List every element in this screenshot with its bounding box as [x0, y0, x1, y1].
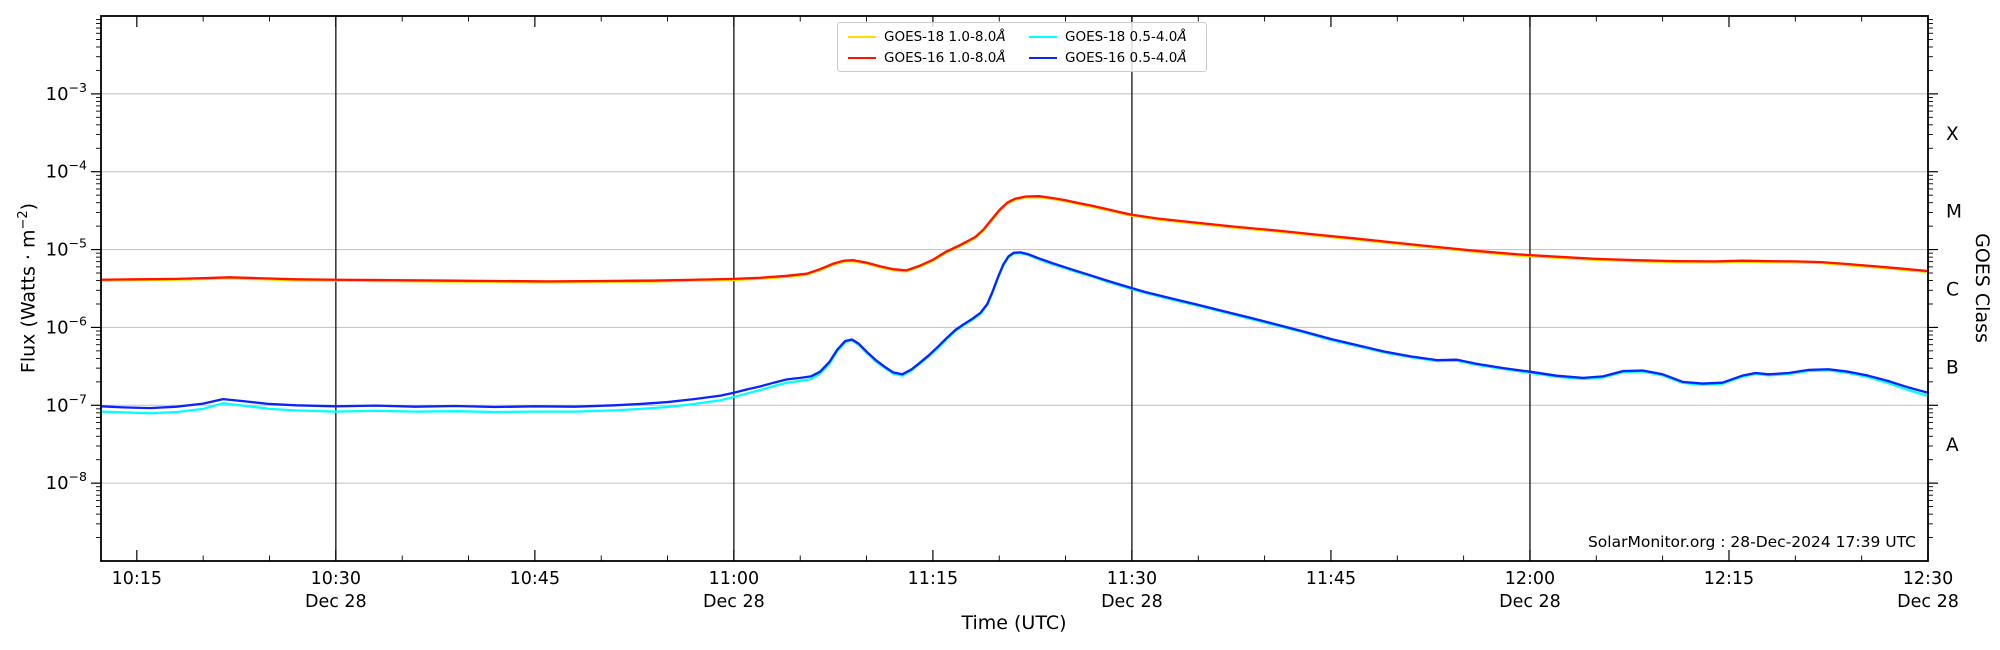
goes-class-label-m: M	[1946, 202, 1962, 223]
y-tick-label: 10−4	[46, 158, 87, 183]
legend-swatch	[1029, 56, 1057, 59]
y-axis-label-suffix: )	[17, 202, 40, 211]
solarmonitor-timestamp-annotation: SolarMonitor.org : 28-Dec-2024 17:39 UTC	[1587, 533, 1916, 551]
legend-item: GOES-16 0.5-4.0Å	[1029, 47, 1196, 68]
legend-item-label: GOES-18 0.5-4.0Å	[1065, 28, 1187, 45]
series-goes-18-1.0-8.0-	[99, 196, 1930, 284]
x-tick-label: 11:00	[709, 569, 759, 589]
goes-class-label-b: B	[1946, 357, 1959, 378]
legend-item: GOES-16 1.0-8.0Å	[848, 47, 1015, 68]
x-tick-label: 10:30	[311, 569, 361, 589]
x-tick-label: 12:00	[1505, 569, 1555, 589]
legend-item: GOES-18 1.0-8.0Å	[848, 26, 1015, 47]
y-axis-label-prefix: Flux (Watts · m	[17, 229, 40, 374]
x-tick-date-label: Dec 28	[1101, 592, 1163, 612]
goes-class-label-a: A	[1946, 435, 1959, 456]
x-tick-date-label: Dec 28	[1897, 592, 1959, 612]
y-tick-label: 10−8	[46, 469, 87, 494]
y-tick-label: 10−5	[46, 236, 87, 261]
legend-item-label: GOES-18 1.0-8.0Å	[884, 28, 1006, 45]
x-axis-label: Time (UTC)	[961, 612, 1067, 634]
vertical-reference-lines	[335, 16, 1531, 561]
goes-class-labels: X M C B A	[1946, 124, 1962, 456]
plot-border	[100, 15, 1929, 562]
axis-ticks	[91, 16, 1938, 561]
y-tick-labels: 10−3 10−4 10−5 10−6 10−7 10−8	[46, 80, 87, 494]
x-tick-date-label: Dec 28	[1499, 592, 1561, 612]
legend-swatch	[848, 56, 876, 59]
right-axis-label: GOES Class	[1971, 233, 1993, 343]
y-tick-label: 10−6	[46, 313, 87, 338]
y-axis-label: Flux (Watts · m−2)	[14, 0, 42, 588]
legend-item-label: GOES-16 1.0-8.0Å	[884, 49, 1006, 66]
x-tick-label: 11:45	[1306, 569, 1356, 589]
x-tick-label: 12:30	[1903, 569, 1953, 589]
legend-swatch	[1029, 35, 1057, 38]
legend-item-label: GOES-16 0.5-4.0Å	[1065, 49, 1187, 66]
x-tick-label: 10:45	[510, 569, 560, 589]
x-tick-label: 12:15	[1704, 569, 1754, 589]
series-goes-16-1.0-8.0-	[99, 195, 1930, 283]
legend: GOES-18 1.0-8.0Å GOES-16 1.0-8.0Å GOES-18 …	[837, 22, 1207, 72]
goes-class-label-x: X	[1946, 124, 1959, 145]
x-tick-label: 10:15	[112, 569, 162, 589]
series-goes-18-0.5-4.0-	[99, 251, 1930, 415]
x-tick-date-label: Dec 28	[703, 592, 765, 612]
y-axis-label-exponent: −2	[16, 210, 32, 230]
decade-gridlines	[101, 93, 1928, 484]
x-tick-label: 11:15	[908, 569, 958, 589]
y-tick-label: 10−7	[46, 391, 87, 416]
goes-class-label-c: C	[1946, 280, 1959, 301]
y-tick-label: 10−3	[46, 80, 87, 105]
legend-item: GOES-18 0.5-4.0Å	[1029, 26, 1196, 47]
legend-swatch	[848, 35, 876, 38]
x-tick-label: 11:30	[1107, 569, 1157, 589]
flux-series	[99, 195, 1930, 415]
x-tick-date-label: Dec 28	[305, 592, 367, 612]
series-goes-16-0.5-4.0-	[99, 251, 1930, 410]
x-tick-labels: 10:15 10:30 Dec 28 10:45 11:00 Dec 28 11:15 11:…	[112, 569, 1959, 612]
